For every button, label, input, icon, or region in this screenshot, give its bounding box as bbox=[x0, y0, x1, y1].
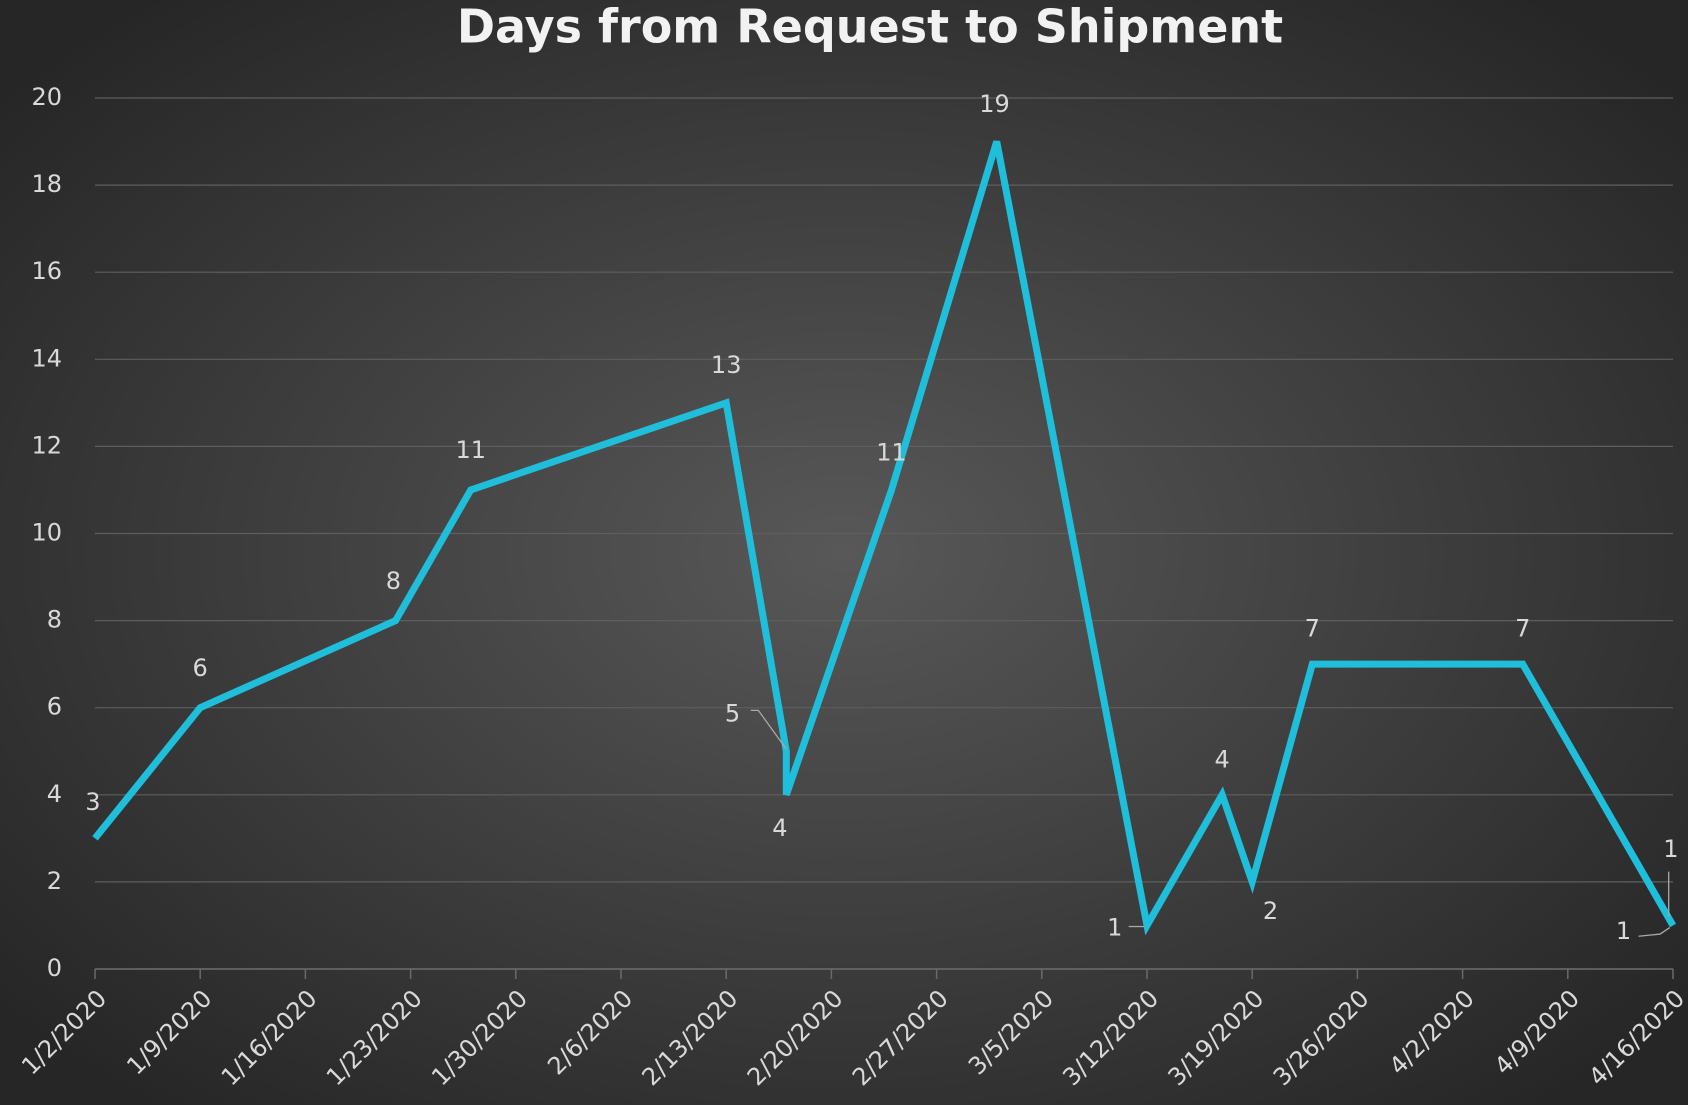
data-label: 3 bbox=[85, 788, 100, 816]
chart-title: Days from Request to Shipment bbox=[457, 0, 1283, 54]
data-label: 1 bbox=[1616, 917, 1631, 945]
y-tick-label: 12 bbox=[31, 431, 62, 459]
data-label: 6 bbox=[193, 654, 208, 682]
data-label: 4 bbox=[1215, 745, 1230, 773]
data-label: 5 bbox=[725, 700, 740, 728]
data-label: 4 bbox=[772, 814, 787, 842]
y-tick-label: 20 bbox=[31, 83, 62, 111]
data-label: 11 bbox=[876, 438, 907, 466]
data-label: 19 bbox=[979, 90, 1010, 118]
y-tick-label: 14 bbox=[31, 344, 62, 372]
data-label: 7 bbox=[1515, 615, 1530, 643]
y-tick-label: 2 bbox=[47, 867, 62, 895]
y-tick-label: 4 bbox=[47, 780, 62, 808]
y-tick-label: 0 bbox=[47, 954, 62, 982]
y-tick-label: 18 bbox=[31, 170, 62, 198]
y-tick-label: 16 bbox=[31, 257, 62, 285]
y-tick-label: 6 bbox=[47, 693, 62, 721]
leader-line bbox=[1638, 927, 1671, 937]
y-tick-label: 10 bbox=[31, 519, 62, 547]
data-label: 11 bbox=[455, 436, 486, 464]
data-label: 1 bbox=[1107, 914, 1122, 942]
data-label: 8 bbox=[386, 567, 401, 595]
data-label: 2 bbox=[1263, 897, 1278, 925]
data-label: 13 bbox=[711, 351, 742, 379]
data-line bbox=[92, 140, 1677, 936]
y-tick-label: 8 bbox=[47, 606, 62, 634]
data-label: 1 bbox=[1663, 835, 1678, 863]
data-label: 7 bbox=[1305, 615, 1320, 643]
leader-line bbox=[750, 709, 787, 750]
